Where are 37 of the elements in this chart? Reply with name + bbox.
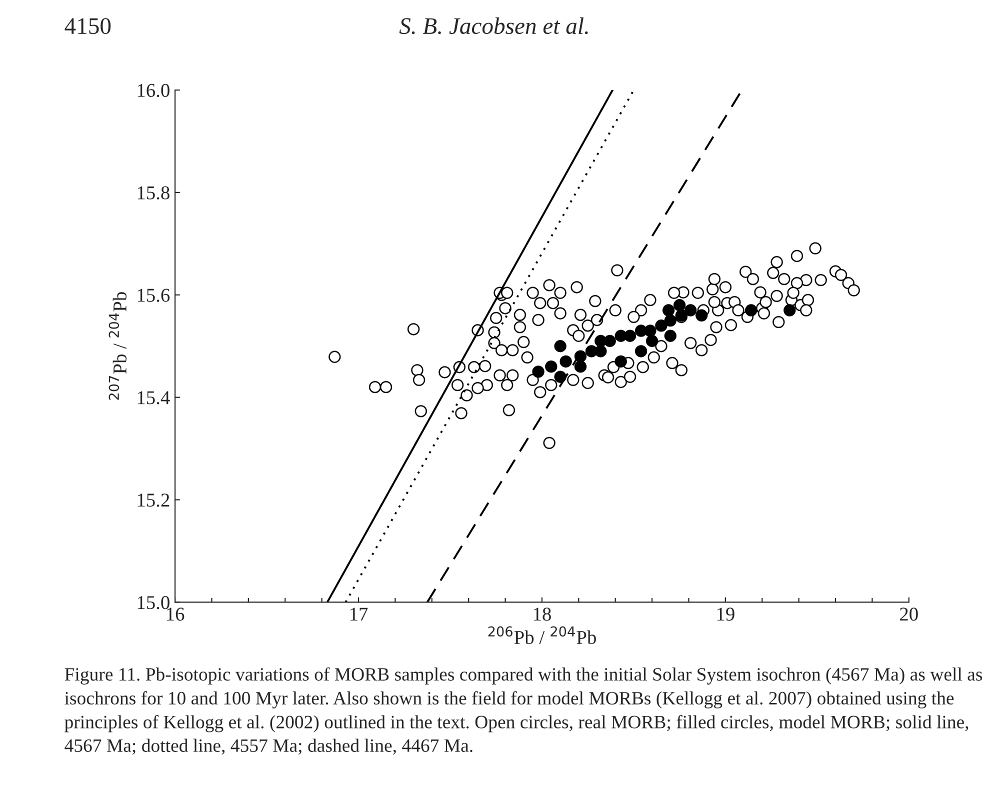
point <box>634 345 648 358</box>
point <box>695 309 708 322</box>
y-tick-label: 15.2 <box>138 494 170 507</box>
x-tick-label: 17 <box>350 608 368 621</box>
point <box>545 360 558 373</box>
y-tick-label: 15.6 <box>138 288 170 302</box>
y-tick-label: 15.4 <box>138 391 170 404</box>
point <box>532 366 544 378</box>
point <box>554 340 566 352</box>
point <box>664 314 676 327</box>
y-tick-label: 16.0 <box>138 84 170 98</box>
point <box>624 330 636 342</box>
point <box>560 355 572 368</box>
text: 4150 <box>64 18 111 34</box>
point <box>594 345 607 358</box>
point <box>594 334 607 348</box>
x-tick-label: 16 <box>167 608 184 621</box>
x-axis-title: $^{206}$Pb / $^{204}$Pb <box>488 626 596 644</box>
point <box>646 334 658 348</box>
point <box>614 355 627 368</box>
y-axis-title: $^{207}$Pb / $^{204}$Pb <box>108 292 127 400</box>
x-tick-label: 18 <box>534 608 551 621</box>
x-tick-label: 19 <box>717 608 734 621</box>
y-tick-label: 15.8 <box>138 186 170 200</box>
point <box>684 304 697 316</box>
text: S. B. Jacobsen et al. <box>399 17 588 34</box>
point <box>664 330 676 342</box>
caption: Figure 11. Pb-isotopic variations of MORB samples compared with the initial Solar System isochron (4567 Ma) as well as isochrons for 10 and 100 Myr later. Also shown is the field for model MORBs (Kellogg et al. 2007) obtained using the principles of Kellogg et al. (2002) outlined in the text. Open circles, real MORB; filled circles, model MORB; solid line, 4567 Ma; dotted line, 4557 Ma; dashed line, 4467 Ma. <box>64 667 982 755</box>
y-tick-label: 15.0 <box>138 596 170 610</box>
point <box>662 304 675 316</box>
point <box>655 320 668 332</box>
point <box>644 324 656 337</box>
point <box>673 299 686 312</box>
point <box>745 304 758 316</box>
point <box>784 304 796 316</box>
point <box>574 360 587 373</box>
x-tick-label: 20 <box>900 608 918 621</box>
